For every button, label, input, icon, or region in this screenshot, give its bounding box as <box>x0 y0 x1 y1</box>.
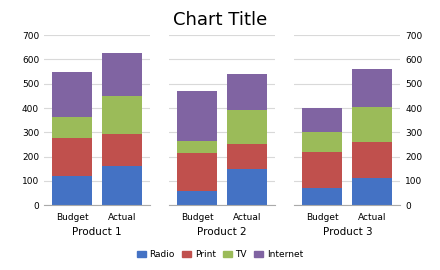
Legend: Radio, Print, TV, Internet: Radio, Print, TV, Internet <box>133 247 307 263</box>
Bar <box>102 96 142 133</box>
Bar <box>352 178 392 205</box>
Bar <box>102 133 142 166</box>
Bar <box>177 153 217 191</box>
Bar <box>177 191 217 205</box>
Bar <box>227 74 267 110</box>
Bar <box>352 107 392 142</box>
Bar <box>227 110 267 144</box>
Bar <box>302 188 342 205</box>
Bar <box>227 144 267 169</box>
Bar <box>52 117 92 138</box>
Bar <box>52 72 92 117</box>
Bar <box>302 108 342 132</box>
Bar <box>302 132 342 152</box>
X-axis label: Product 2: Product 2 <box>198 227 247 237</box>
Bar <box>227 169 267 205</box>
Text: Chart Title: Chart Title <box>173 11 267 29</box>
Bar <box>102 166 142 205</box>
Bar <box>352 142 392 178</box>
Bar <box>52 176 92 205</box>
Bar <box>52 138 92 176</box>
X-axis label: Product 1: Product 1 <box>72 227 122 237</box>
Bar <box>102 53 142 96</box>
Bar <box>177 141 217 153</box>
X-axis label: Product 3: Product 3 <box>323 227 372 237</box>
Bar <box>177 91 217 141</box>
Bar <box>352 69 392 107</box>
Bar <box>302 152 342 188</box>
